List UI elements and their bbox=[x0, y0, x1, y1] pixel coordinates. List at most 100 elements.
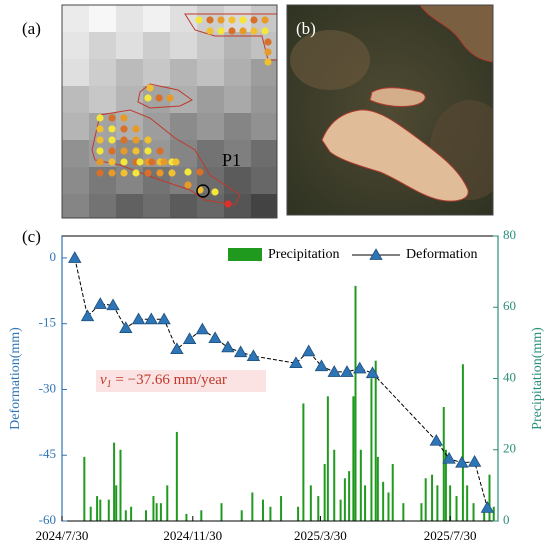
legend-swatch bbox=[228, 248, 262, 261]
bar bbox=[220, 503, 223, 521]
landslide-outline bbox=[137, 83, 193, 109]
annotation-text: = −37.66 mm/year bbox=[112, 372, 227, 388]
bar bbox=[444, 449, 447, 521]
bar bbox=[99, 499, 102, 521]
pixel bbox=[116, 59, 143, 86]
bar bbox=[466, 485, 469, 521]
legend-label: Deformation bbox=[406, 247, 478, 262]
point bbox=[120, 169, 128, 177]
terrain bbox=[290, 30, 370, 90]
deformation-marker bbox=[246, 349, 261, 362]
deformation-marker bbox=[327, 365, 341, 377]
bar bbox=[420, 503, 423, 521]
bar bbox=[309, 485, 312, 521]
point-label: P1 bbox=[222, 150, 241, 170]
panel-a-image bbox=[62, 5, 277, 218]
bar bbox=[166, 485, 169, 521]
bar bbox=[113, 442, 116, 521]
point bbox=[132, 169, 140, 177]
bar bbox=[352, 396, 355, 521]
bar bbox=[269, 506, 272, 521]
point bbox=[250, 16, 258, 24]
point bbox=[224, 200, 232, 208]
bar bbox=[376, 456, 379, 521]
bar bbox=[364, 485, 367, 521]
deformation-marker bbox=[314, 359, 329, 372]
bar bbox=[175, 431, 178, 521]
point bbox=[144, 94, 152, 102]
pixel bbox=[224, 5, 251, 32]
pixel bbox=[224, 86, 251, 113]
point bbox=[144, 136, 152, 144]
point bbox=[239, 16, 247, 24]
bar bbox=[323, 464, 326, 521]
x-tick-label: 2025/3/30 bbox=[294, 528, 347, 543]
pixel bbox=[170, 113, 197, 140]
point bbox=[132, 136, 140, 144]
point bbox=[108, 147, 116, 155]
point bbox=[120, 158, 128, 166]
bar bbox=[402, 503, 405, 521]
deformation-marker bbox=[353, 361, 367, 374]
bar bbox=[343, 478, 346, 521]
pixel bbox=[62, 59, 89, 86]
y-tick-label: 0 bbox=[50, 249, 57, 264]
pixel bbox=[170, 59, 197, 86]
point bbox=[155, 94, 163, 102]
point bbox=[120, 147, 128, 155]
bar bbox=[488, 474, 491, 521]
pixel bbox=[251, 194, 277, 218]
point bbox=[160, 158, 168, 166]
deformation-marker bbox=[106, 298, 120, 311]
bar bbox=[359, 449, 362, 521]
deformation-marker bbox=[289, 356, 303, 369]
deformation-marker bbox=[429, 433, 444, 446]
point bbox=[261, 27, 269, 35]
p1-marker bbox=[196, 184, 210, 198]
deformation-marker bbox=[340, 365, 354, 377]
pixel bbox=[62, 86, 89, 113]
bar bbox=[130, 506, 133, 521]
bar bbox=[302, 403, 305, 521]
point bbox=[146, 84, 154, 92]
point bbox=[156, 147, 164, 155]
pixel bbox=[89, 5, 116, 32]
bar bbox=[317, 496, 320, 521]
bar bbox=[152, 496, 155, 521]
bar bbox=[387, 492, 390, 521]
point bbox=[144, 147, 152, 155]
pixel bbox=[197, 86, 224, 113]
point bbox=[195, 16, 203, 24]
x-tick-label: 2025/7/30 bbox=[424, 528, 477, 543]
point bbox=[156, 169, 164, 177]
deformation-marker bbox=[182, 332, 197, 344]
bar bbox=[374, 360, 377, 521]
point bbox=[168, 169, 176, 177]
landslide-outline bbox=[369, 87, 426, 107]
annotation: v1 = −37.66 mm/year bbox=[100, 372, 227, 390]
point bbox=[144, 169, 152, 177]
deformation-marker bbox=[131, 312, 146, 325]
pixel bbox=[116, 5, 143, 32]
x-tick-label: 2024/7/30 bbox=[36, 528, 89, 543]
y-axis-label: Deformation(mm) bbox=[8, 327, 23, 430]
pixel bbox=[224, 140, 251, 167]
deformation-marker bbox=[365, 366, 380, 379]
bar bbox=[83, 456, 86, 521]
pixel bbox=[116, 32, 143, 59]
annotation-symbol: v bbox=[100, 372, 107, 388]
y-tick-label: -15 bbox=[39, 315, 56, 330]
pixel bbox=[197, 194, 224, 218]
bar bbox=[492, 506, 495, 521]
bar bbox=[280, 496, 283, 521]
point bbox=[264, 48, 272, 56]
point bbox=[184, 181, 192, 189]
pixel bbox=[197, 140, 224, 167]
pixel bbox=[62, 140, 89, 167]
pixel bbox=[143, 59, 170, 86]
bar bbox=[107, 499, 110, 521]
bar bbox=[449, 485, 452, 521]
pixel bbox=[170, 86, 197, 113]
point bbox=[217, 16, 225, 24]
